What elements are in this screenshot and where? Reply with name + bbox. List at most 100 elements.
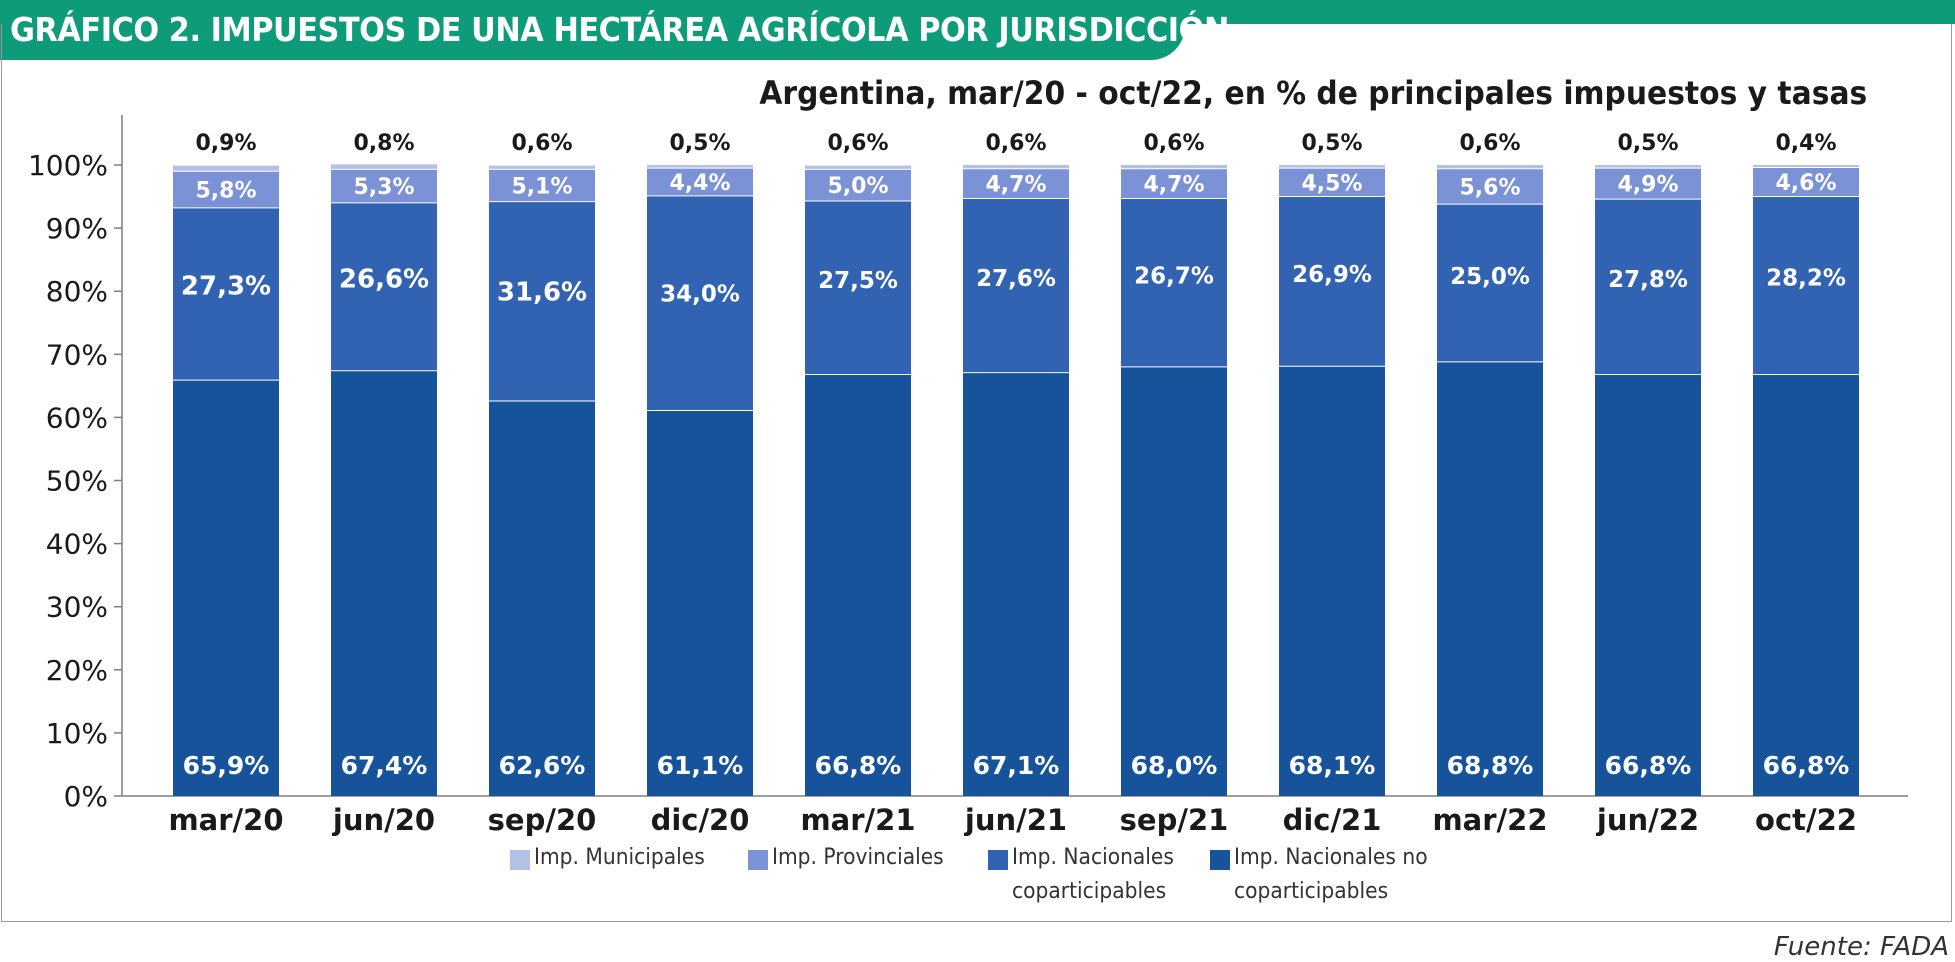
data-label: 66,8% bbox=[1763, 751, 1850, 780]
data-label: 66,8% bbox=[815, 751, 902, 780]
data-label: 66,8% bbox=[1605, 751, 1692, 780]
legend-label-municipales: Imp. Municipales bbox=[534, 841, 705, 875]
bar-segment bbox=[331, 164, 437, 170]
bar-segment bbox=[1437, 165, 1543, 169]
bar-segment bbox=[805, 200, 911, 375]
bar-segment bbox=[647, 410, 753, 796]
bar-segment bbox=[963, 168, 1069, 199]
legend-swatch-provinciales bbox=[748, 850, 768, 870]
bar-segment bbox=[1437, 168, 1543, 205]
data-label: 27,5% bbox=[818, 268, 898, 294]
bar-segment bbox=[1279, 196, 1385, 367]
bar-segment bbox=[1279, 165, 1385, 169]
chart-frame bbox=[1, 24, 1952, 922]
x-tick-label: sep/21 bbox=[1120, 803, 1229, 837]
x-tick-label: dic/20 bbox=[651, 803, 750, 837]
data-label: 65,9% bbox=[183, 751, 270, 780]
legend-label-nac-no-copart: Imp. Nacionales no coparticipables bbox=[1234, 841, 1428, 909]
data-label: 5,0% bbox=[827, 174, 888, 199]
x-tick-label: jun/20 bbox=[332, 803, 435, 837]
data-label: 5,1% bbox=[511, 175, 572, 200]
bar-segment bbox=[1279, 366, 1385, 796]
bar-segment bbox=[647, 165, 753, 169]
bar-segment bbox=[805, 165, 911, 170]
data-label: 4,6% bbox=[1775, 171, 1836, 196]
data-label: 0,6% bbox=[1143, 131, 1204, 156]
bar-segment bbox=[647, 168, 753, 196]
legend-label-nac-copart: Imp. Nacionales coparticipables bbox=[1012, 841, 1174, 909]
x-tick-label: mar/20 bbox=[168, 803, 283, 837]
bar-segment bbox=[1121, 198, 1227, 367]
data-label: 61,1% bbox=[657, 751, 744, 780]
bar-segment bbox=[963, 198, 1069, 373]
data-label: 4,4% bbox=[669, 171, 730, 196]
bar-segment bbox=[1437, 204, 1543, 362]
y-tick-label: 70% bbox=[46, 338, 108, 371]
x-tick-label: jun/21 bbox=[964, 803, 1067, 837]
source-note: Fuente: FADA bbox=[1773, 932, 1949, 962]
data-label: 0,8% bbox=[353, 131, 414, 156]
bar-segment bbox=[1753, 374, 1859, 796]
y-tick-label: 30% bbox=[46, 591, 108, 624]
data-label: 28,2% bbox=[1766, 266, 1846, 292]
data-label: 26,6% bbox=[339, 264, 429, 294]
x-tick-label: mar/21 bbox=[800, 803, 915, 837]
data-label: 68,0% bbox=[1131, 751, 1218, 780]
legend-label-provinciales: Imp. Provinciales bbox=[772, 841, 944, 875]
data-label: 27,8% bbox=[1608, 267, 1688, 293]
bar-segment bbox=[489, 400, 595, 796]
bar-segment bbox=[173, 207, 279, 381]
data-label: 68,8% bbox=[1447, 751, 1534, 780]
legend-label-line: coparticipables bbox=[1234, 879, 1389, 904]
data-label: 62,6% bbox=[499, 751, 586, 780]
bar-segment bbox=[489, 201, 595, 401]
bar-segment bbox=[489, 165, 595, 170]
y-tick-label: 0% bbox=[64, 780, 108, 813]
data-label: 5,8% bbox=[195, 179, 256, 204]
bar-segment bbox=[331, 370, 437, 796]
legend-swatch-municipales bbox=[510, 850, 530, 870]
data-label: 4,7% bbox=[1143, 173, 1204, 198]
bar-segment bbox=[1753, 196, 1859, 375]
bar-segment bbox=[1595, 168, 1701, 200]
bar-segment bbox=[173, 171, 279, 208]
bar-segment bbox=[963, 165, 1069, 169]
y-tick-label: 50% bbox=[46, 465, 108, 498]
data-label: 0,4% bbox=[1775, 131, 1836, 156]
bar-segment bbox=[173, 165, 279, 172]
bar-segment bbox=[1121, 168, 1227, 199]
bar-segment bbox=[805, 169, 911, 201]
chart-header-title: GRÁFICO 2. IMPUESTOS DE UNA HECTÁREA AGR… bbox=[10, 10, 1229, 49]
y-tick-label: 80% bbox=[46, 275, 108, 308]
chart-subtitle: Argentina, mar/20 - oct/22, en % de prin… bbox=[759, 74, 1867, 112]
data-label: 0,6% bbox=[827, 131, 888, 156]
data-label: 0,6% bbox=[511, 131, 572, 156]
legend-label-line: Imp. Nacionales bbox=[1012, 845, 1174, 870]
bar-segment bbox=[647, 195, 753, 411]
bar-segment bbox=[1437, 361, 1543, 796]
x-tick-label: dic/21 bbox=[1283, 803, 1382, 837]
legend-item-nac-copart: Imp. Nacionales coparticipables bbox=[988, 845, 1188, 909]
data-label: 0,6% bbox=[1459, 131, 1520, 156]
legend-swatch-nac-no-copart bbox=[1210, 850, 1230, 870]
bar-segment bbox=[331, 169, 437, 203]
bar-segment bbox=[1279, 168, 1385, 197]
y-tick-label: 20% bbox=[46, 654, 108, 687]
data-label: 67,4% bbox=[341, 751, 428, 780]
data-label: 0,9% bbox=[195, 131, 256, 156]
data-label: 26,7% bbox=[1134, 263, 1214, 289]
bar-segment bbox=[331, 202, 437, 371]
legend-label-line: Imp. Nacionales no bbox=[1234, 845, 1428, 870]
data-label: 67,1% bbox=[973, 751, 1060, 780]
legend-item-nac-no-copart: Imp. Nacionales no coparticipables bbox=[1210, 845, 1444, 909]
bar-segment bbox=[173, 380, 279, 796]
bar-segment bbox=[805, 374, 911, 796]
x-tick-label: oct/22 bbox=[1755, 803, 1857, 837]
data-label: 5,6% bbox=[1459, 175, 1520, 200]
y-tick-label: 60% bbox=[46, 401, 108, 434]
y-tick-label: 90% bbox=[46, 212, 108, 245]
bar-segment bbox=[1595, 374, 1701, 796]
y-tick-label: 40% bbox=[46, 528, 108, 561]
legend-label-line: Imp. Municipales bbox=[534, 845, 705, 870]
